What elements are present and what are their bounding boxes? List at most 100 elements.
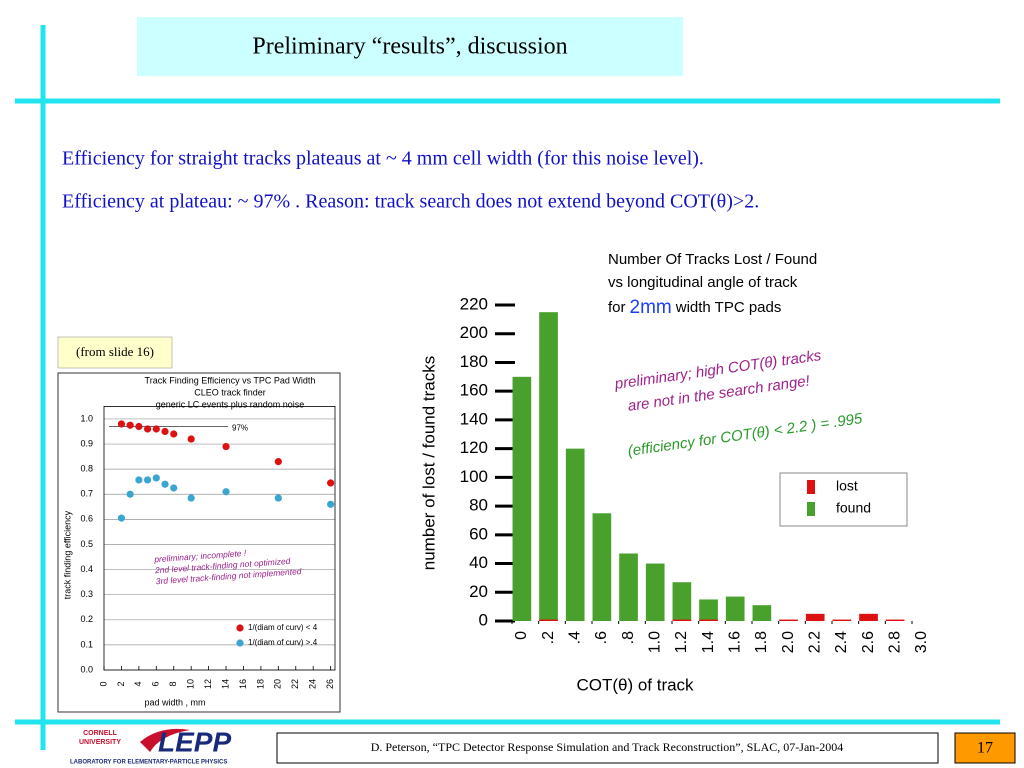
bar [672,582,692,621]
y-tick-label: 0.7 [80,489,93,499]
point [143,425,152,433]
point [187,435,195,443]
page-box [954,732,1016,764]
y-tick-label: 180 [460,352,488,371]
point [117,514,126,522]
x-tick-label: 10 [186,679,196,689]
x-tick-label: .2 [540,631,557,644]
logo-text: UNIVERSITY [79,739,121,746]
bar [779,619,798,621]
x-tick-label: 1.4 [700,631,717,653]
title-part: 2mm [630,297,672,318]
bar [619,553,638,621]
title-part: width TPC pads [675,299,782,316]
x-tick-label: 26 [325,679,335,689]
point [222,488,230,496]
point [135,422,143,431]
y-tick-label: 0.6 [80,514,93,524]
y-axis-label: track finding efficiency [62,510,72,599]
x-tick-label: 24 [308,679,318,689]
bar [699,619,718,621]
bar [885,619,905,621]
point [170,484,178,492]
x-tick-label: 12 [203,679,213,689]
x-tick-label: .6 [593,631,610,644]
bar [539,312,558,621]
y-tick-label: 140 [460,409,488,428]
y-tick-label: 80 [469,496,488,515]
note: (from slide 16) [76,344,154,359]
logo-subtitle: LABORATORY FOR ELEMENTARY-PARTICLE PHYSI… [70,760,227,766]
bar [859,613,878,621]
y-tick-label: 220 [460,294,488,313]
chart-title: vs longitudinal angle of track [608,274,798,291]
point [327,479,335,487]
point [274,494,282,502]
page-number: 17 [977,740,993,757]
x-tick-label: 2.4 [833,631,850,653]
x-tick-label: .8 [620,631,637,644]
legend-swatch [236,624,244,632]
annotation: (efficiency for COT(θ) < 2.2 ) = .995 [627,410,864,460]
x-tick-label: 1.8 [753,631,770,653]
legend-swatch [236,639,244,647]
x-tick-label: 1.2 [673,631,690,653]
x-tick-label: 18 [255,679,265,689]
body-text: Efficiency at plateau: ~ 97% . Reason: t… [62,191,759,213]
chart-title: generic LC events plus random noise [156,399,305,409]
point [327,500,335,508]
logo-name: LEPP [158,726,231,757]
footer: D. Peterson, “TPC Detector Response Simu… [371,740,844,754]
legend-box [779,472,908,527]
x-tick-label: 2 [116,681,126,686]
y-axis-label: number of lost / found tracks [419,356,438,571]
x-axis-label: pad width , mm [144,697,205,707]
body-text: Efficiency for straight tracks plateaus … [62,148,704,170]
x-tick-label: 20 [273,679,283,689]
x-tick-label: 4 [133,681,143,686]
bar [699,599,718,621]
point [170,430,178,438]
bar [805,613,825,621]
bar [645,563,665,621]
x-tick-label: 8 [168,681,178,686]
reference-label: 97% [232,424,248,433]
chart-title: Track Finding Efficiency vs TPC Pad Widt… [145,375,316,385]
chart-title: CLEO track finder [194,387,266,397]
x-tick-label: 1.6 [727,631,744,653]
x-tick-label: 22 [290,679,300,689]
y-tick-label: 20 [469,582,488,601]
note-box [57,336,173,369]
point [274,458,282,466]
y-tick-label: 200 [460,323,488,342]
plot-frame [103,405,336,671]
chart-box [57,372,341,713]
chart-title: Number Of Tracks Lost / Found [608,251,817,268]
point [152,425,160,433]
bar [832,619,852,621]
bar [592,513,612,621]
legend-swatch [807,480,815,494]
bar [752,605,772,621]
x-tick-label: 0 [98,681,108,686]
y-tick-label: 0.0 [80,664,93,674]
point [117,420,126,428]
legend-label: 1/(diam of curv) >.4 [248,638,318,647]
y-tick-label: 0.5 [80,539,93,549]
point [161,480,169,488]
chart-title: for 2mm width TPC pads [608,297,781,318]
bar [539,619,558,621]
y-tick-label: 40 [469,553,488,572]
bar [565,448,585,621]
point [126,490,134,498]
legend-swatch [807,502,815,516]
x-axis-label: COT(θ) of track [576,675,694,694]
legend-label: found [836,500,871,516]
point [126,421,134,429]
title-box [137,17,683,76]
y-tick-label: 60 [469,524,488,543]
point [161,427,169,436]
x-tick-label: 6 [151,681,161,686]
y-tick-label: 0.9 [80,438,93,448]
